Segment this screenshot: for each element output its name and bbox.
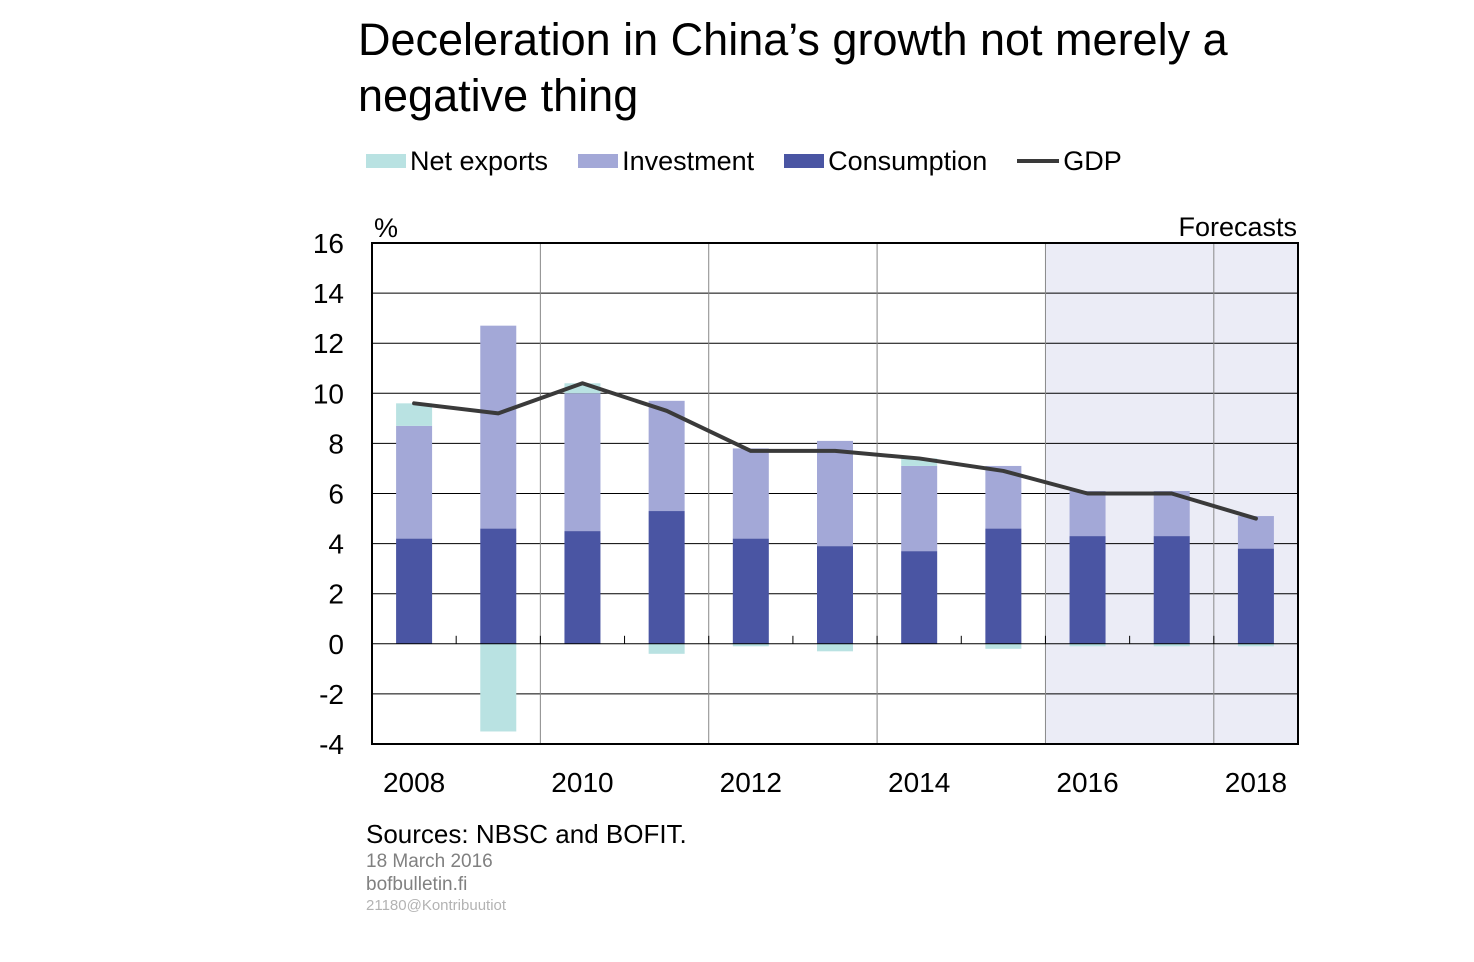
x-tick-label: 2014 — [888, 767, 950, 798]
gdp-line — [412, 381, 1258, 521]
bar-net-exports-2018 — [1237, 643, 1274, 647]
chart-title: Deceleration in China’s growth not merel… — [358, 14, 1228, 121]
plot-frame — [371, 242, 1299, 745]
y-tick-label: 16 — [313, 228, 344, 259]
bar-investment-2015 — [985, 465, 1022, 529]
bar-investment-2011 — [648, 400, 685, 512]
y-axis-unit-label: % — [374, 213, 398, 243]
bar-investment-2009 — [480, 325, 517, 529]
bar-investment-2013 — [817, 440, 853, 547]
bar-net-exports-2017 — [1153, 643, 1190, 647]
bar-consumption-2017 — [1153, 536, 1190, 644]
bar-consumption-2012 — [732, 538, 769, 644]
legend-item-investment: Investment — [578, 146, 754, 177]
chart-notes: Sources: NBSC and BOFIT. 18 March 2016 b… — [366, 818, 687, 916]
bar-consumption-2016 — [1069, 536, 1106, 644]
legend-label-investment: Investment — [622, 145, 755, 176]
bar-investment-2018 — [1237, 516, 1274, 549]
bar-net-exports-2016 — [1069, 643, 1106, 647]
bar-consumption-2014 — [901, 551, 938, 644]
bar-investment-2008 — [396, 425, 433, 539]
forecasts-label: Forecasts — [1178, 212, 1297, 242]
y-tick-label: 0 — [328, 629, 344, 660]
y-tick-label: -2 — [319, 679, 344, 710]
bar-investment-2010 — [564, 393, 601, 532]
y-tick-label: -4 — [319, 729, 344, 760]
bar-consumption-2011 — [648, 511, 685, 644]
bar-net-exports-2010 — [564, 383, 601, 394]
sources-note: Sources: NBSC and BOFIT. — [366, 819, 687, 849]
bar-consumption-2015 — [985, 528, 1022, 644]
bar-consumption-2013 — [817, 546, 853, 644]
bar-consumption-2008 — [396, 538, 433, 644]
y-tick-label: 2 — [328, 579, 344, 610]
bar-net-exports-2013 — [817, 643, 853, 652]
legend-label-net-exports: Net exports — [410, 145, 549, 176]
x-tick-label: 2016 — [1056, 767, 1118, 798]
x-tick-label: 2018 — [1225, 767, 1287, 798]
y-tick-label: 10 — [313, 378, 344, 409]
y-tick-label: 6 — [328, 479, 344, 510]
bar-investment-2016 — [1069, 490, 1106, 537]
bar-net-exports-2012 — [732, 643, 769, 647]
legend-item-consumption: Consumption — [784, 146, 987, 177]
y-tick-label: 8 — [328, 428, 344, 459]
legend-item-gdp: GDP — [1017, 146, 1122, 177]
bar-net-exports-2011 — [648, 643, 685, 654]
legend-label-gdp: GDP — [1063, 145, 1122, 176]
bar-investment-2012 — [732, 448, 769, 539]
bar-consumption-2010 — [564, 531, 601, 644]
bar-net-exports-2008 — [396, 403, 433, 426]
bar-consumption-2009 — [480, 528, 517, 644]
legend-swatch-investment — [578, 154, 619, 168]
bar-net-exports-2009 — [480, 643, 517, 732]
y-tick-label: 4 — [328, 529, 344, 560]
bar-investment-2014 — [901, 465, 938, 552]
site-note: bofbulletin.fi — [366, 874, 468, 895]
y-tick-label: 14 — [313, 278, 344, 309]
date-note: 18 March 2016 — [366, 851, 493, 872]
chart-legend: Net exports Investment Consumption GDP — [366, 144, 1152, 178]
bar-net-exports-2015 — [985, 643, 1022, 649]
x-tick-label: 2008 — [383, 767, 445, 798]
y-tick-label: 12 — [313, 328, 344, 359]
legend-item-net-exports: Net exports — [366, 146, 548, 177]
code-note: 21180@Kontribuutiot — [366, 897, 507, 914]
x-tick-label: 2010 — [551, 767, 613, 798]
legend-swatch-gdp — [1017, 159, 1060, 163]
legend-swatch-net-exports — [366, 154, 406, 168]
legend-swatch-consumption — [784, 154, 825, 168]
legend-label-consumption: Consumption — [828, 145, 988, 176]
bar-consumption-2018 — [1237, 548, 1274, 644]
x-tick-label: 2012 — [720, 767, 782, 798]
bar-net-exports-2014 — [901, 458, 938, 466]
